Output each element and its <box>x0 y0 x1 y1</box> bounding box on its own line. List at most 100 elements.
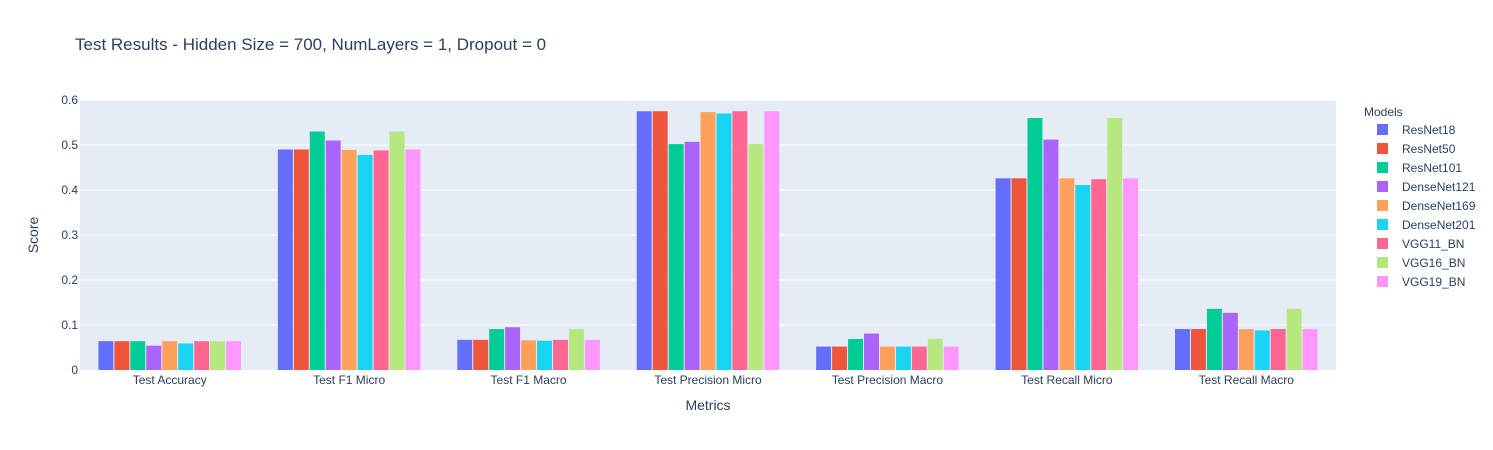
bar-vgg16-bn-1 <box>389 131 405 370</box>
legend-swatch <box>1377 162 1388 173</box>
bar-resnet18-1 <box>277 149 293 370</box>
bar-densenet169-0 <box>162 341 178 370</box>
y-axis-title: Score <box>25 217 41 254</box>
x-tick-label: Test Precision Macro <box>832 373 944 387</box>
bar-resnet50-6 <box>1190 329 1206 370</box>
legend: Models ResNet18 ResNet50 ResNet101 DenseNet… <box>1364 105 1476 289</box>
y-tick-label: 0.1 <box>61 318 78 332</box>
bar-densenet201-0 <box>178 343 194 370</box>
bar-vgg19-bn-5 <box>1123 178 1139 370</box>
legend-swatch <box>1377 143 1388 154</box>
bar-resnet50-5 <box>1011 178 1027 370</box>
bar-resnet101-0 <box>130 341 146 370</box>
bar-vgg16-bn-4 <box>927 338 943 370</box>
bar-densenet169-5 <box>1059 178 1075 370</box>
x-tick-label: Test Precision Micro <box>654 373 762 387</box>
legend-item[interactable]: DenseNet201 <box>1402 218 1476 232</box>
bar-resnet18-6 <box>1175 329 1190 370</box>
bar-vgg11-bn-6 <box>1270 329 1286 370</box>
y-tick-label: 0.2 <box>61 273 78 287</box>
legend-swatch <box>1377 181 1388 192</box>
bar-densenet169-6 <box>1238 329 1254 370</box>
bar-vgg19-bn-1 <box>405 149 421 370</box>
legend-item[interactable]: ResNet101 <box>1402 161 1462 175</box>
bar-densenet121-6 <box>1222 312 1238 370</box>
bar-resnet18-2 <box>457 339 473 370</box>
bar-vgg16-bn-0 <box>210 341 226 370</box>
y-tick-label: 0.6 <box>61 93 78 107</box>
bar-densenet121-1 <box>325 140 341 370</box>
bar-resnet101-6 <box>1206 308 1222 370</box>
bar-densenet121-3 <box>684 141 700 370</box>
bar-resnet101-2 <box>489 329 505 370</box>
legend-item[interactable]: VGG16_BN <box>1402 256 1465 270</box>
bar-vgg11-bn-2 <box>552 339 568 370</box>
legend-item[interactable]: VGG19_BN <box>1402 275 1465 289</box>
y-tick-label: 0.5 <box>61 138 78 152</box>
bar-densenet121-2 <box>505 327 521 370</box>
bar-vgg16-bn-3 <box>748 144 764 370</box>
bar-vgg19-bn-6 <box>1302 329 1318 370</box>
legend-item[interactable]: ResNet18 <box>1402 123 1456 137</box>
bar-densenet201-2 <box>537 340 552 370</box>
bar-resnet50-3 <box>652 111 668 370</box>
bar-vgg19-bn-4 <box>943 346 959 370</box>
bar-densenet121-0 <box>146 345 162 370</box>
bar-resnet18-5 <box>995 178 1011 370</box>
bar-vgg16-bn-5 <box>1107 118 1123 370</box>
legend-swatch <box>1377 276 1388 287</box>
bar-vgg16-bn-2 <box>568 329 584 370</box>
bar-densenet121-4 <box>864 333 879 370</box>
legend-item[interactable]: VGG11_BN <box>1402 237 1464 251</box>
bar-vgg11-bn-4 <box>911 346 927 370</box>
legend-item[interactable]: ResNet50 <box>1402 142 1456 156</box>
legend-swatch <box>1377 219 1388 230</box>
bar-vgg11-bn-1 <box>373 150 389 370</box>
bar-densenet201-1 <box>357 154 373 370</box>
legend-title: Models <box>1364 105 1403 119</box>
bar-vgg16-bn-6 <box>1286 308 1302 370</box>
legend-item[interactable]: DenseNet121 <box>1402 180 1476 194</box>
bar-resnet101-1 <box>309 131 325 370</box>
legend-swatch <box>1377 238 1388 249</box>
bar-resnet18-3 <box>636 111 652 370</box>
x-tick-label: Test F1 Micro <box>313 373 385 387</box>
bar-densenet169-4 <box>879 346 895 370</box>
legend-swatch <box>1377 257 1388 268</box>
bar-vgg11-bn-5 <box>1091 179 1107 370</box>
y-tick-label: 0.3 <box>61 228 78 242</box>
bar-vgg19-bn-2 <box>584 339 600 370</box>
x-tick-label: Test Recall Macro <box>1199 373 1295 387</box>
y-tick-label: 0 <box>71 363 78 377</box>
bars <box>98 111 1318 371</box>
bar-resnet50-2 <box>473 339 489 370</box>
bar-resnet50-4 <box>832 346 848 370</box>
bar-densenet169-1 <box>341 149 357 370</box>
bar-densenet201-6 <box>1254 330 1270 370</box>
bar-densenet201-3 <box>716 113 732 370</box>
bar-vgg19-bn-0 <box>226 341 241 370</box>
y-axis-ticks: 0 0.1 0.2 0.3 0.4 0.5 0.6 <box>61 93 78 377</box>
bar-vgg11-bn-3 <box>732 111 748 370</box>
bar-resnet50-0 <box>114 341 130 370</box>
bar-resnet101-3 <box>668 144 684 370</box>
legend-swatch <box>1377 124 1388 135</box>
x-axis-ticks: Test Accuracy Test F1 Micro Test F1 Macro T… <box>133 373 1295 387</box>
x-tick-label: Test Recall Micro <box>1021 373 1113 387</box>
bar-densenet201-4 <box>895 346 911 370</box>
x-tick-label: Test Accuracy <box>133 373 207 387</box>
x-tick-label: Test F1 Macro <box>491 373 567 387</box>
chart-title: Test Results - Hidden Size = 700, NumLay… <box>75 35 546 54</box>
bar-vgg11-bn-0 <box>194 341 210 370</box>
bar-densenet169-3 <box>700 112 716 371</box>
bar-densenet121-5 <box>1043 139 1059 370</box>
bar-resnet50-1 <box>293 149 309 370</box>
bar-resnet101-5 <box>1027 118 1043 370</box>
legend-item[interactable]: DenseNet169 <box>1402 199 1476 213</box>
bar-resnet18-4 <box>816 346 832 370</box>
y-tick-label: 0.4 <box>61 183 78 197</box>
x-axis-title: Metrics <box>685 397 730 413</box>
bar-densenet169-2 <box>521 340 537 370</box>
legend-swatch <box>1377 200 1388 211</box>
